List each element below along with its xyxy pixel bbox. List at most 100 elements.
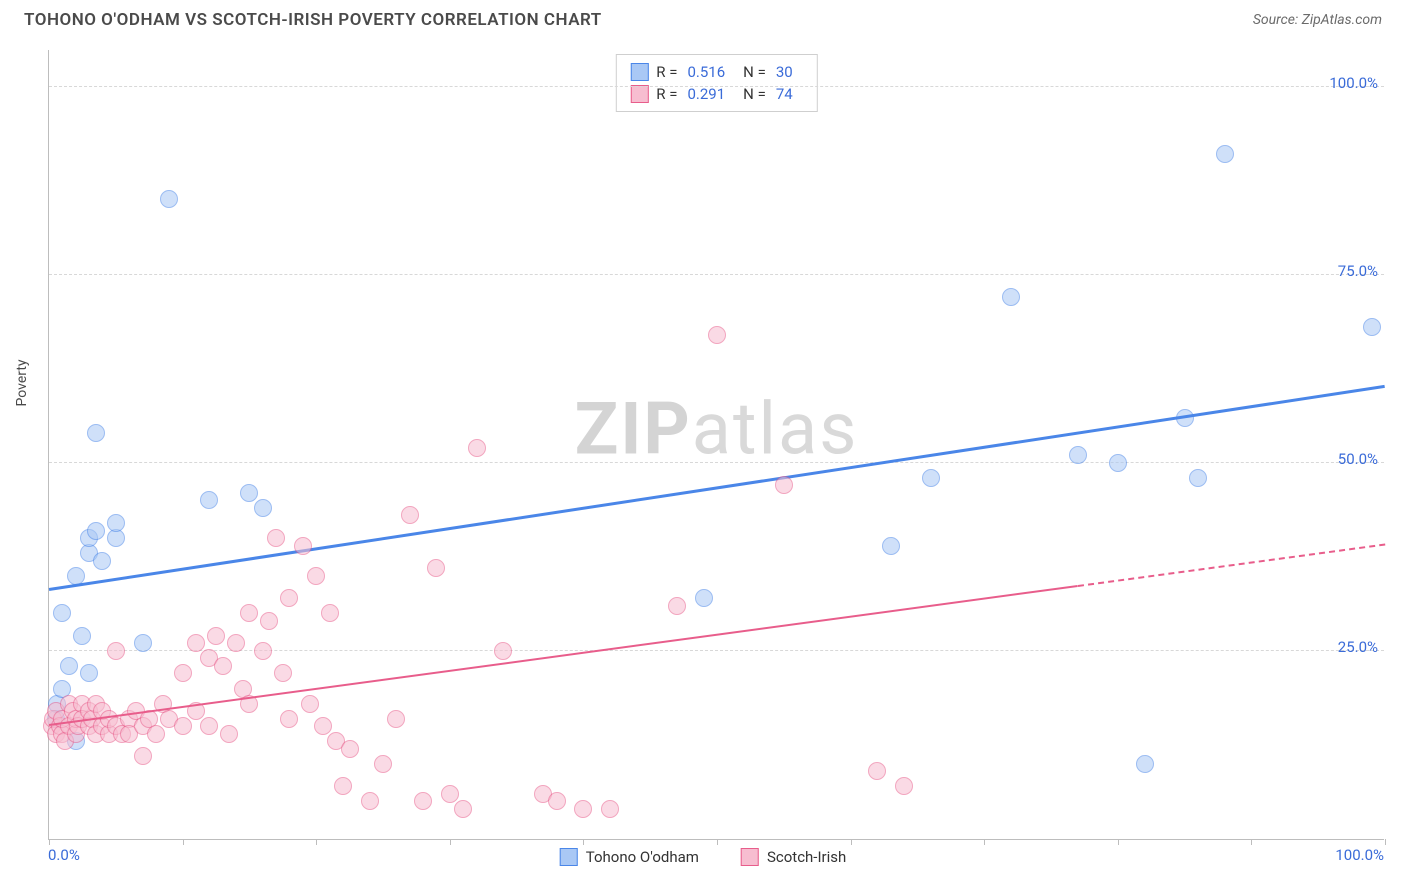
series-legend-item: Scotch-Irish bbox=[741, 848, 846, 866]
x-axis-max: 100.0% bbox=[1335, 846, 1384, 864]
data-point bbox=[334, 777, 352, 795]
gridline bbox=[49, 86, 1384, 87]
data-point bbox=[454, 800, 472, 818]
data-point bbox=[280, 589, 298, 607]
x-tick bbox=[583, 839, 584, 845]
series-name: Scotch-Irish bbox=[767, 848, 846, 866]
data-point bbox=[174, 717, 192, 735]
gridline bbox=[49, 274, 1384, 275]
data-point bbox=[227, 634, 245, 652]
watermark-light: atlas bbox=[692, 386, 859, 471]
data-point bbox=[775, 476, 793, 494]
data-point bbox=[207, 627, 225, 645]
data-point bbox=[708, 326, 726, 344]
legend-swatch bbox=[630, 85, 648, 103]
legend-swatch bbox=[741, 848, 759, 866]
data-point bbox=[134, 634, 152, 652]
x-tick bbox=[49, 839, 50, 845]
series-legend: Tohono O'odham Scotch-Irish bbox=[544, 848, 863, 866]
data-point bbox=[80, 664, 98, 682]
data-point bbox=[134, 747, 152, 765]
legend-r-value: 0.516 bbox=[687, 61, 725, 83]
data-point bbox=[427, 559, 445, 577]
legend-n-label: N = bbox=[743, 61, 766, 83]
y-axis-title: Poverty bbox=[14, 359, 30, 406]
plot-region: ZIPatlas R =0.516N =30R =0.291N =74 25.0… bbox=[48, 50, 1384, 840]
data-point bbox=[87, 424, 105, 442]
data-point bbox=[187, 634, 205, 652]
x-tick bbox=[183, 839, 184, 845]
data-point bbox=[254, 499, 272, 517]
data-point bbox=[387, 710, 405, 728]
data-point bbox=[882, 537, 900, 555]
watermark-bold: ZIP bbox=[575, 386, 692, 471]
x-tick bbox=[1251, 839, 1252, 845]
y-tick-label: 75.0% bbox=[1338, 262, 1378, 280]
data-point bbox=[240, 604, 258, 622]
data-point bbox=[267, 529, 285, 547]
data-point bbox=[414, 792, 432, 810]
data-point bbox=[274, 664, 292, 682]
data-point bbox=[401, 506, 419, 524]
data-point bbox=[200, 491, 218, 509]
chart-source: Source: ZipAtlas.com bbox=[1253, 12, 1382, 28]
x-tick bbox=[984, 839, 985, 845]
data-point bbox=[494, 642, 512, 660]
data-point bbox=[294, 537, 312, 555]
data-point bbox=[868, 762, 886, 780]
x-tick bbox=[717, 839, 718, 845]
data-point bbox=[441, 785, 459, 803]
data-point bbox=[1069, 446, 1087, 464]
y-tick-label: 50.0% bbox=[1338, 450, 1378, 468]
watermark: ZIPatlas bbox=[575, 386, 859, 471]
data-point bbox=[574, 800, 592, 818]
series-legend-item: Tohono O'odham bbox=[560, 848, 699, 866]
legend-swatch bbox=[630, 63, 648, 81]
data-point bbox=[160, 190, 178, 208]
data-point bbox=[1363, 318, 1381, 336]
x-tick bbox=[851, 839, 852, 845]
x-axis-min: 0.0% bbox=[48, 846, 80, 864]
data-point bbox=[107, 642, 125, 660]
data-point bbox=[314, 717, 332, 735]
data-point bbox=[60, 657, 78, 675]
data-point bbox=[220, 725, 238, 743]
data-point bbox=[200, 717, 218, 735]
chart-title: TOHONO O'ODHAM VS SCOTCH-IRISH POVERTY C… bbox=[24, 10, 602, 30]
data-point bbox=[548, 792, 566, 810]
data-point bbox=[174, 664, 192, 682]
data-point bbox=[895, 777, 913, 795]
data-point bbox=[53, 604, 71, 622]
data-point bbox=[601, 800, 619, 818]
data-point bbox=[307, 567, 325, 585]
data-point bbox=[468, 439, 486, 457]
data-point bbox=[254, 642, 272, 660]
x-tick bbox=[1385, 839, 1386, 845]
data-point bbox=[214, 657, 232, 675]
stats-legend: R =0.516N =30R =0.291N =74 bbox=[615, 54, 817, 112]
chart-area: ZIPatlas R =0.516N =30R =0.291N =74 25.0… bbox=[48, 50, 1384, 840]
data-point bbox=[341, 740, 359, 758]
gridline bbox=[49, 650, 1384, 651]
data-point bbox=[922, 469, 940, 487]
data-point bbox=[361, 792, 379, 810]
data-point bbox=[374, 755, 392, 773]
data-point bbox=[1109, 454, 1127, 472]
legend-swatch bbox=[560, 848, 578, 866]
data-point bbox=[1136, 755, 1154, 773]
data-point bbox=[240, 484, 258, 502]
data-point bbox=[107, 514, 125, 532]
data-point bbox=[1189, 469, 1207, 487]
x-tick bbox=[1118, 839, 1119, 845]
data-point bbox=[1216, 145, 1234, 163]
data-point bbox=[87, 522, 105, 540]
data-point bbox=[321, 604, 339, 622]
data-point bbox=[280, 710, 298, 728]
x-tick bbox=[450, 839, 451, 845]
data-point bbox=[301, 695, 319, 713]
series-name: Tohono O'odham bbox=[586, 848, 699, 866]
x-tick bbox=[316, 839, 317, 845]
legend-r-label: R = bbox=[656, 61, 677, 83]
data-point bbox=[93, 552, 111, 570]
y-tick-label: 25.0% bbox=[1338, 638, 1378, 656]
